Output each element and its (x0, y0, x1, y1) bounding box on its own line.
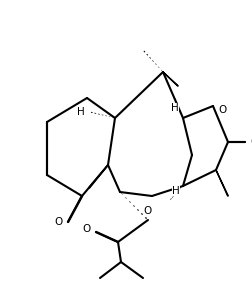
Text: O: O (218, 105, 226, 115)
Text: H: H (171, 103, 179, 113)
Polygon shape (89, 165, 108, 188)
Polygon shape (163, 72, 178, 86)
Polygon shape (216, 170, 228, 196)
Text: O: O (83, 224, 91, 234)
Text: O: O (55, 217, 63, 227)
Text: H: H (77, 107, 85, 117)
Text: O: O (250, 137, 252, 147)
Text: O: O (144, 206, 152, 216)
Text: H: H (172, 186, 180, 196)
